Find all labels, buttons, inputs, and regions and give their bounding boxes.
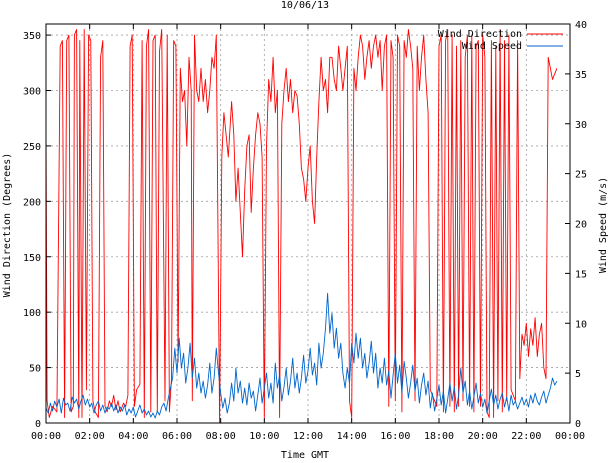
y-left-tick-label: 250 [23, 142, 41, 153]
y-right-tick-label: 30 [575, 120, 587, 131]
tick-layer: 00:00 02:00 04:00 06:00 08:00 10:00 12:00 14:00… [23, 20, 587, 442]
y-right-tick-label: 20 [575, 220, 587, 231]
x-tick-label: 20:00 [468, 431, 498, 442]
y-right-tick-label: 35 [575, 70, 587, 81]
legend: Wind Direction Wind Speed [438, 29, 563, 52]
chart-title: 10/06/13 [281, 0, 329, 11]
y-right-tick-label: 25 [575, 170, 587, 181]
x-tick-label: 02:00 [75, 431, 105, 442]
legend-label-wind-direction: Wind Direction [438, 29, 522, 40]
x-tick-label: 16:00 [380, 431, 410, 442]
y-right-tick-label: 10 [575, 319, 587, 330]
y-right-tick-label: 15 [575, 269, 587, 280]
y-left-tick-label: 0 [35, 419, 41, 430]
x-tick-label: 10:00 [249, 431, 279, 442]
x-tick-label: 12:00 [293, 431, 323, 442]
y-left-tick-label: 100 [23, 308, 41, 319]
series-line-wind-direction [45, 29, 558, 424]
y-left-tick-label: 50 [29, 364, 41, 375]
x-tick-label: 04:00 [118, 431, 148, 442]
x-tick-label: 18:00 [424, 431, 454, 442]
y-right-axis-label: Wind Speed (m/s) [598, 177, 609, 273]
series-layer [45, 29, 558, 424]
x-tick-label: 06:00 [162, 431, 192, 442]
x-tick-label: 00:00 [555, 431, 585, 442]
x-axis-label: Time GMT [281, 450, 329, 459]
legend-label-wind-speed: Wind Speed [462, 41, 522, 52]
x-tick-label: 14:00 [337, 431, 367, 442]
y-left-tick-label: 300 [23, 87, 41, 98]
y-left-axis-label: Wind Direction (Degrees) [2, 153, 13, 298]
y-right-tick-label: 40 [575, 20, 587, 31]
y-left-tick-label: 350 [23, 31, 41, 42]
y-right-tick-label: 0 [575, 419, 581, 430]
x-tick-label: 22:00 [511, 431, 541, 442]
y-left-tick-label: 200 [23, 197, 41, 208]
y-right-tick-label: 5 [575, 369, 581, 380]
y-left-tick-label: 150 [23, 253, 41, 264]
series-line-wind-speed [45, 292, 558, 419]
x-tick-label: 08:00 [206, 431, 236, 442]
x-tick-label: 00:00 [31, 431, 61, 442]
